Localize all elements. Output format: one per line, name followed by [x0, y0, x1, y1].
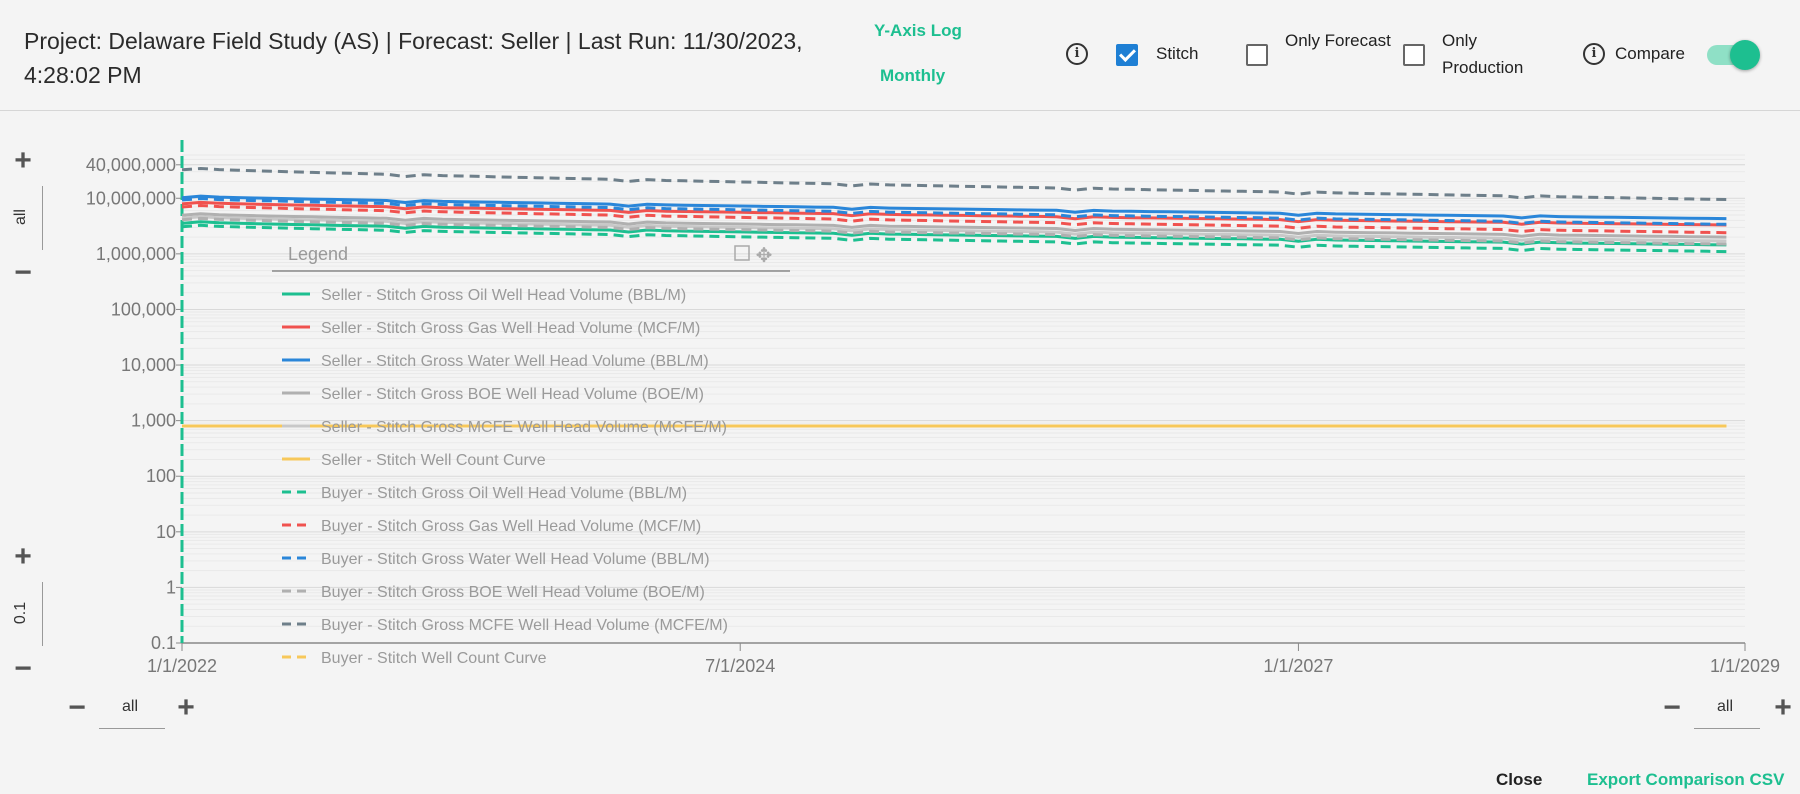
x-min-range-value: all [122, 698, 139, 715]
legend-entry-label: Buyer - Stitch Gross MCFE Well Head Volu… [321, 617, 728, 634]
y-tick-label: 10 [156, 522, 176, 542]
only-production-label: Only Production [1442, 31, 1524, 77]
x-min-zoom-out-button[interactable]: − [68, 691, 86, 724]
y-max-zoom-out-button[interactable]: − [14, 256, 32, 289]
series-line [181, 223, 1727, 254]
legend-entry-label: Seller - Stitch Gross BOE Well Head Volu… [321, 386, 704, 403]
legend-entry-label: Buyer - Stitch Gross Oil Well Head Volum… [321, 485, 687, 502]
y-tick-label: 0.1 [151, 633, 176, 653]
period-toggle[interactable]: Monthly [880, 66, 946, 85]
legend-entry-label: Buyer - Stitch Gross BOE Well Head Volum… [321, 584, 705, 601]
x-tick-label: 1/1/2027 [1263, 656, 1333, 676]
compare-label: Compare [1615, 44, 1685, 63]
series-line [181, 204, 1727, 235]
y-axis-scale-toggle[interactable]: Y-Axis Log [874, 21, 962, 40]
y-tick-label: 1 [166, 577, 176, 597]
x-max-zoom-in-button[interactable]: + [1774, 691, 1792, 724]
page-title: Project: Delaware Field Study (AS) | For… [24, 28, 803, 88]
only-production-checkbox[interactable] [1403, 44, 1425, 66]
y-tick-label: 10,000 [121, 355, 176, 375]
y-tick-label: 100 [146, 466, 176, 486]
legend-entry-label: Buyer - Stitch Gross Water Well Head Vol… [321, 551, 710, 568]
series-line [181, 167, 1727, 201]
x-max-range-value: all [1717, 698, 1734, 715]
y-min-range-divider [42, 582, 43, 646]
compare-switch-knob[interactable] [1730, 40, 1760, 70]
legend-entry-label: Buyer - Stitch Gross Gas Well Head Volum… [321, 518, 701, 535]
x-tick-label: 1/1/2022 [147, 656, 217, 676]
series-line [181, 216, 1727, 246]
legend-entry-label: Seller - Stitch Gross MCFE Well Head Vol… [321, 419, 727, 436]
stitch-label: Stitch [1156, 44, 1199, 63]
legend-title: Legend [288, 244, 348, 264]
compare-info-icon[interactable]: i [1583, 43, 1605, 65]
x-max-range-divider [1694, 728, 1760, 729]
x-tick-label: 7/1/2024 [705, 656, 775, 676]
y-tick-label: 10,000,000 [86, 188, 176, 208]
y-tick-label: 1,000,000 [96, 244, 176, 264]
y-max-zoom-in-button[interactable]: + [14, 144, 32, 177]
y-min-zoom-in-button[interactable]: + [14, 540, 32, 573]
legend-move-icon: ✥ [756, 245, 773, 267]
y-min-range-value: 0.1 [12, 601, 29, 625]
x-tick-label: 1/1/2029 [1710, 656, 1780, 676]
y-tick-label: 100,000 [111, 299, 176, 319]
chart-area[interactable]: 0.1 1 10 100 1,000 10,000 100,000 1,000,000 10,0… [0, 0, 1800, 690]
series-line [181, 212, 1727, 239]
legend-copy-icon [734, 245, 750, 261]
y-min-zoom-out-button[interactable]: − [14, 652, 32, 685]
stitch-checkbox[interactable] [1116, 44, 1138, 66]
y-max-range-divider [42, 186, 43, 250]
legend-entry-label: Buyer - Stitch Well Count Curve [321, 650, 547, 667]
export-comparison-csv-button[interactable]: Export Comparison CSV [1587, 770, 1785, 789]
x-max-zoom-out-button[interactable]: − [1663, 691, 1681, 724]
y-tick-label: 40,000,000 [86, 155, 176, 175]
stitch-info-icon[interactable]: i [1066, 43, 1088, 65]
legend-entry-label: Seller - Stitch Well Count Curve [321, 452, 546, 469]
legend-entry-label: Seller - Stitch Gross Oil Well Head Volu… [321, 287, 686, 304]
legend-entry-label: Seller - Stitch Gross Gas Well Head Volu… [321, 320, 700, 337]
series-line [181, 194, 1727, 221]
x-min-range-divider [99, 728, 165, 729]
legend-entry-label: Seller - Stitch Gross Water Well Head Vo… [321, 353, 709, 370]
y-max-range-value: all [12, 209, 29, 226]
chart-header: Project: Delaware Field Study (AS) | For… [0, 0, 1800, 111]
only-forecast-checkbox[interactable] [1246, 44, 1268, 66]
only-forecast-label: Only Forecast [1285, 31, 1391, 50]
series-line [181, 215, 1727, 243]
y-tick-label: 1,000 [131, 411, 176, 431]
x-min-zoom-in-button[interactable]: + [177, 691, 195, 724]
series-line [181, 197, 1727, 226]
close-button[interactable]: Close [1496, 770, 1543, 789]
